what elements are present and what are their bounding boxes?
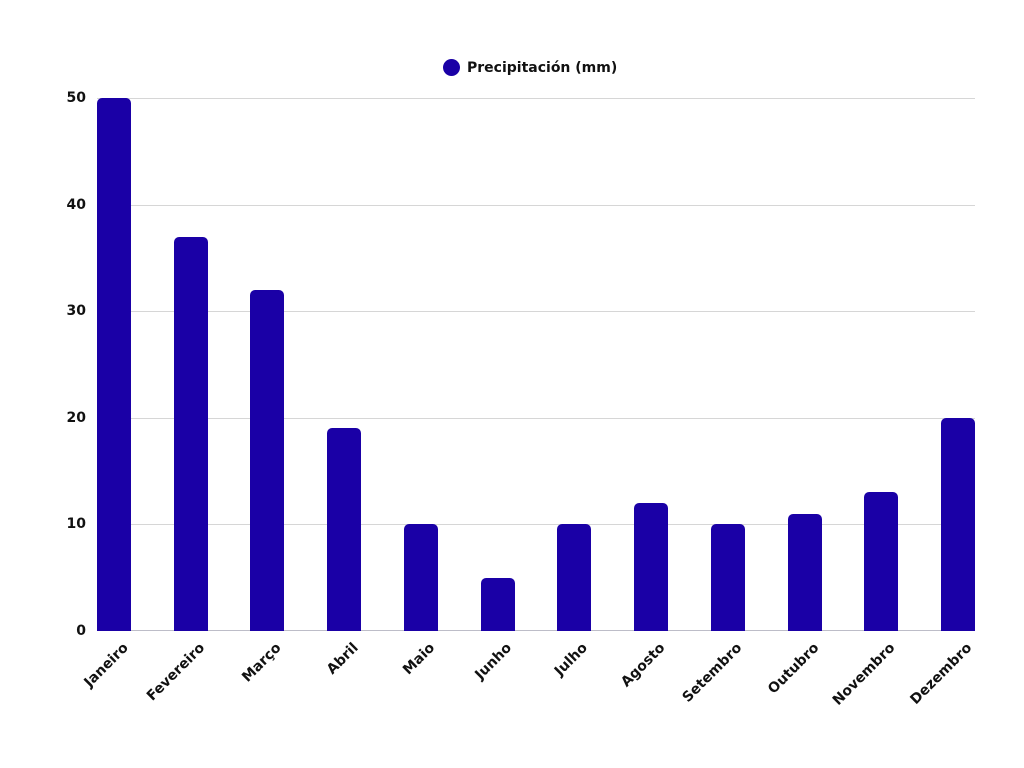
legend-marker-icon: [443, 59, 460, 76]
bar-dezembro[interactable]: [941, 417, 975, 631]
bar-maio[interactable]: [403, 524, 438, 631]
x-tick-label: Março: [239, 640, 285, 686]
gridline: [97, 524, 975, 526]
bar-agosto[interactable]: [634, 503, 669, 631]
y-tick-label: 20: [66, 409, 86, 426]
bar-novembro[interactable]: [864, 492, 899, 631]
y-tick-label: 10: [66, 516, 86, 533]
x-tick-label: Outubro: [764, 640, 822, 698]
chart-legend: Precipitación (mm): [443, 59, 617, 76]
x-axis-line: [97, 630, 975, 631]
x-tick-label: Junho: [471, 640, 515, 683]
y-tick-label: 40: [66, 196, 86, 213]
legend-label: Precipitación (mm): [467, 59, 618, 76]
bar-janeiro[interactable]: [97, 98, 131, 631]
bar-março[interactable]: [250, 289, 285, 631]
x-tick-label: Agosto: [618, 640, 669, 691]
x-tick-label: Julho: [551, 640, 592, 680]
x-tick-label: Fevereiro: [143, 640, 208, 705]
x-tick-label: Janeiro: [81, 640, 132, 691]
x-tick-label: Novembro: [830, 640, 899, 709]
bar-outubro[interactable]: [787, 513, 822, 631]
y-tick-label: 50: [66, 90, 86, 106]
bar-julho[interactable]: [557, 524, 592, 631]
x-tick-label: Abril: [324, 640, 362, 678]
x-tick-label: Dezembro: [907, 640, 976, 708]
gridline: [97, 311, 975, 313]
bar-fevereiro[interactable]: [173, 236, 208, 631]
bar-abril[interactable]: [327, 428, 362, 631]
gridline: [97, 417, 975, 419]
gridline: [97, 98, 975, 99]
bar-junho[interactable]: [480, 577, 515, 631]
x-tick-label: Setembro: [679, 640, 746, 706]
bar-setembro[interactable]: [710, 524, 745, 631]
gridline: [97, 204, 975, 206]
y-tick-label: 30: [66, 303, 86, 320]
plot-area: [97, 98, 975, 631]
x-tick-label: Maio: [399, 640, 439, 679]
y-tick-label: 0: [76, 623, 86, 639]
